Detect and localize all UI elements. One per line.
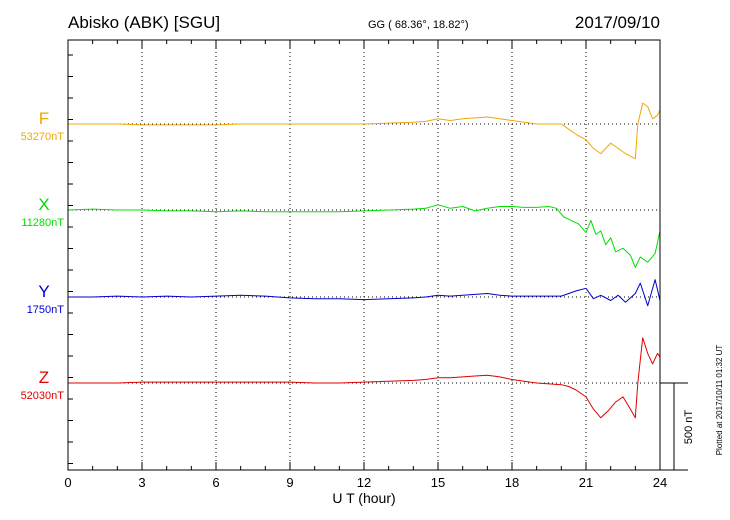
series-name-z: Z xyxy=(39,368,49,387)
series-labels: F 53270nT X 11280nT Y 1750nT Z 52030nT xyxy=(21,109,65,402)
series-name-y: Y xyxy=(38,282,49,301)
x-tick-label: 18 xyxy=(505,475,519,490)
series-name-x: X xyxy=(38,195,49,214)
plotted-note: Plotted at 2017/10/11 01:32 UT xyxy=(715,345,724,456)
x-tick-label: 6 xyxy=(212,475,219,490)
grid-lines xyxy=(68,40,660,470)
x-tick-labels: 0 3 6 9 12 15 18 21 24 xyxy=(64,475,667,490)
coords-label: GG ( 68.36°, 18.82°) xyxy=(368,19,469,31)
scale-bar: 500 nT xyxy=(660,382,695,471)
series-group xyxy=(67,102,661,419)
series-baseline-x: 11280nT xyxy=(21,217,64,229)
x-tick-label: 12 xyxy=(357,475,371,490)
series-line-f xyxy=(68,102,661,160)
series-name-f: F xyxy=(39,109,49,128)
station-title: Abisko (ABK) [SGU] xyxy=(68,13,220,32)
x-tick-label: 21 xyxy=(579,475,593,490)
series-line-x xyxy=(67,204,661,268)
series-baseline-f: 53270nT xyxy=(21,131,65,143)
x-tick-label: 9 xyxy=(286,475,293,490)
x-tick-label: 24 xyxy=(653,475,667,490)
series-line-z xyxy=(68,337,661,419)
date-label: 2017/09/10 xyxy=(575,13,660,32)
x-tick-label: 15 xyxy=(431,475,445,490)
x-tick-label: 0 xyxy=(64,475,71,490)
scale-bar-label: 500 nT xyxy=(683,410,695,445)
series-line-y xyxy=(68,279,661,307)
x-axis-label: U T (hour) xyxy=(332,490,395,506)
plot-frame xyxy=(67,39,661,471)
x-tick-label: 3 xyxy=(138,475,145,490)
series-baseline-y: 1750nT xyxy=(27,304,65,316)
series-baseline-z: 52030nT xyxy=(21,390,65,402)
